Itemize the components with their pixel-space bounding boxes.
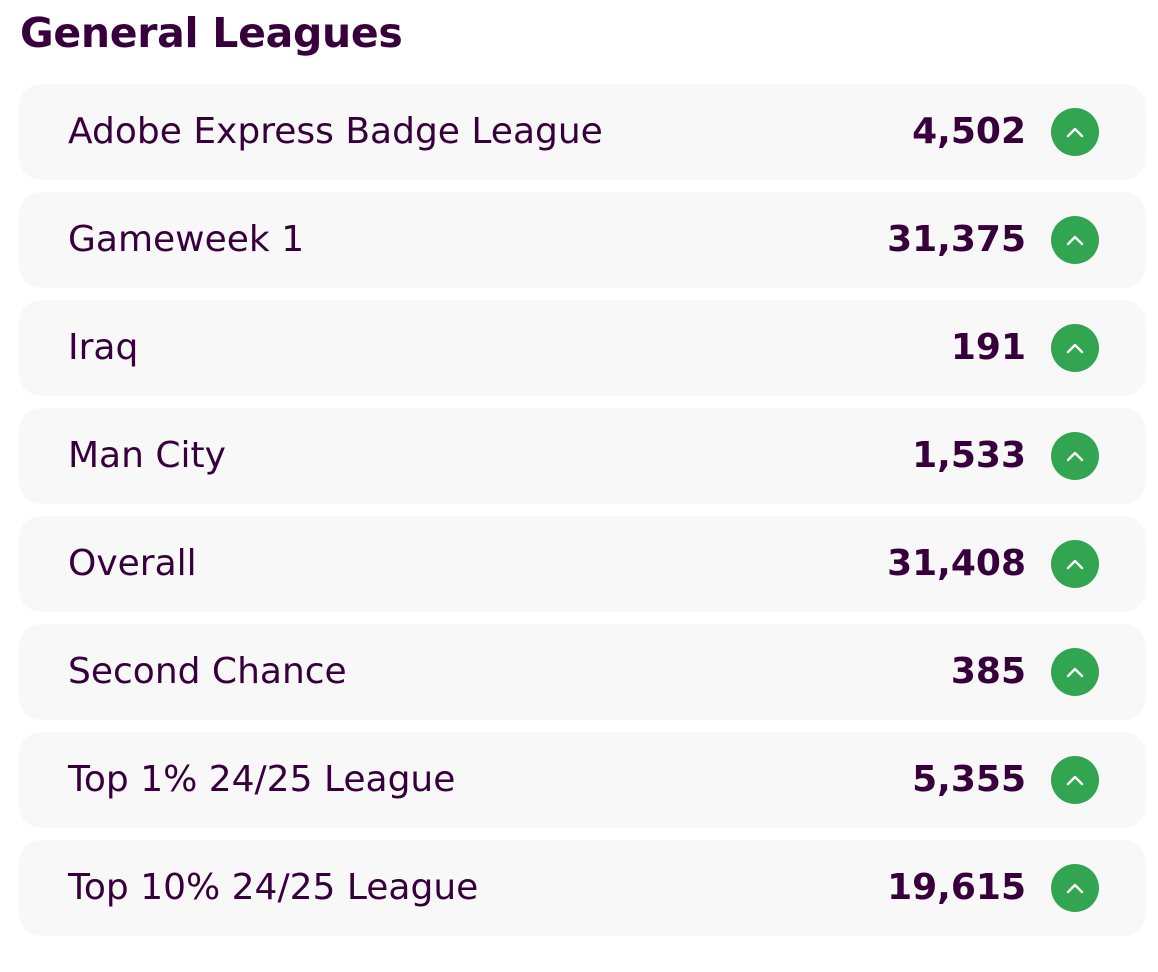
chevron-up-icon [1066, 883, 1084, 894]
league-name: Gameweek 1 [68, 219, 305, 260]
league-name: Top 1% 24/25 League [68, 759, 456, 800]
rank-up-badge [1051, 216, 1099, 264]
league-row[interactable]: Top 10% 24/25 League 19,615 [19, 840, 1146, 936]
league-name: Adobe Express Badge League [68, 111, 603, 152]
league-rank: 191 [950, 327, 1026, 368]
chevron-up-icon [1066, 451, 1084, 462]
league-list: Adobe Express Badge League 4,502 Gamewee… [19, 84, 1146, 948]
rank-up-badge [1051, 324, 1099, 372]
league-rank: 31,408 [887, 543, 1026, 584]
chevron-up-icon [1066, 235, 1084, 246]
chevron-up-icon [1066, 559, 1084, 570]
section-title: General Leagues [20, 9, 403, 57]
league-row[interactable]: Iraq 191 [19, 300, 1146, 396]
league-rank: 1,533 [912, 435, 1026, 476]
rank-up-badge [1051, 540, 1099, 588]
league-rank: 31,375 [887, 219, 1026, 260]
league-row[interactable]: Top 1% 24/25 League 5,355 [19, 732, 1146, 828]
league-name: Second Chance [68, 651, 347, 692]
rank-up-badge [1051, 432, 1099, 480]
rank-up-badge [1051, 864, 1099, 912]
league-row[interactable]: Gameweek 1 31,375 [19, 192, 1146, 288]
chevron-up-icon [1066, 343, 1084, 354]
league-rank: 19,615 [887, 867, 1026, 908]
chevron-up-icon [1066, 775, 1084, 786]
league-name: Top 10% 24/25 League [68, 867, 479, 908]
league-row[interactable]: Man City 1,533 [19, 408, 1146, 504]
league-name: Iraq [68, 327, 139, 368]
league-row[interactable]: Second Chance 385 [19, 624, 1146, 720]
league-name: Man City [68, 435, 226, 476]
chevron-up-icon [1066, 667, 1084, 678]
rank-up-badge [1051, 756, 1099, 804]
rank-up-badge [1051, 108, 1099, 156]
league-name: Overall [68, 543, 197, 584]
league-rank: 4,502 [912, 111, 1026, 152]
league-row[interactable]: Overall 31,408 [19, 516, 1146, 612]
league-rank: 385 [950, 651, 1026, 692]
rank-up-badge [1051, 648, 1099, 696]
league-rank: 5,355 [912, 759, 1026, 800]
chevron-up-icon [1066, 127, 1084, 138]
league-row[interactable]: Adobe Express Badge League 4,502 [19, 84, 1146, 180]
